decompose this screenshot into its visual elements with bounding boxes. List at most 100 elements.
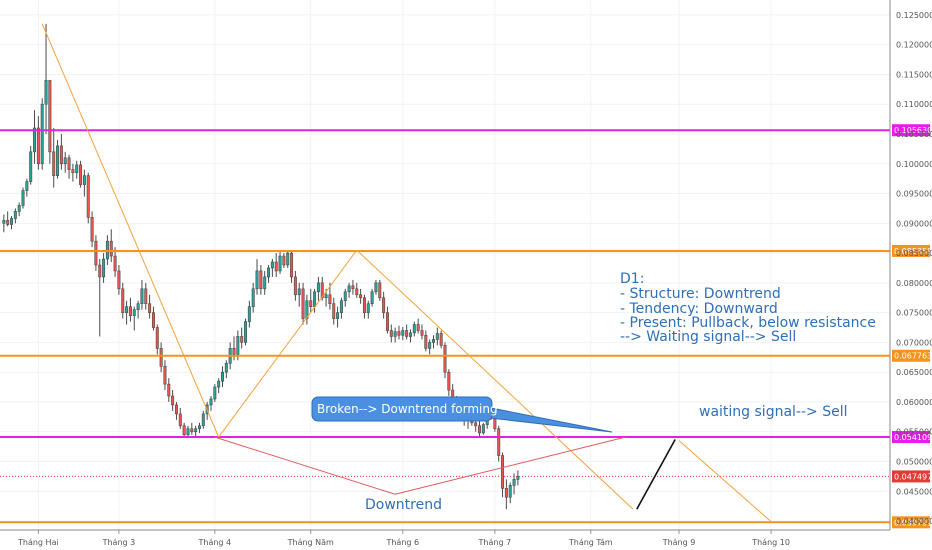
candle-up (56, 145, 60, 176)
candle-up (366, 303, 370, 313)
candle-up (370, 291, 374, 305)
candle-up (213, 386, 217, 400)
candle-down (94, 240, 98, 266)
x-tick-label: Tháng Hai (17, 538, 59, 547)
candle-up (25, 181, 29, 191)
y-tick-label: 0.050000 (896, 458, 932, 467)
black-pullback (636, 439, 676, 510)
candle-down (163, 365, 167, 385)
y-tick-label: 0.095000 (896, 190, 932, 199)
y-tick-label: 0.100000 (896, 160, 932, 169)
candle-down (478, 425, 482, 434)
level-tag-label: 0.039791 (894, 518, 932, 527)
candle-down (385, 312, 389, 331)
candle-down (405, 330, 409, 337)
candle-down (328, 294, 332, 305)
candle-down (178, 413, 182, 427)
candle-down (293, 276, 297, 296)
y-tick-label: 0.075000 (896, 309, 932, 318)
x-tick-label: Tháng 9 (662, 538, 696, 547)
downtrend-label: Downtrend (365, 497, 442, 513)
candle-up (75, 164, 79, 173)
y-tick-label: 0.055000 (896, 428, 932, 437)
level-tag (892, 431, 930, 444)
orange-diag-1 (41, 23, 220, 438)
callout-text: Broken--> Downtrend forming (317, 402, 498, 416)
candle-up (374, 282, 378, 293)
candle-down (190, 428, 194, 433)
candle-up (408, 332, 412, 337)
candle-down (128, 306, 132, 316)
candle-down (86, 175, 90, 218)
candle-up (21, 190, 25, 206)
candle-up (201, 413, 205, 427)
candle-down (290, 252, 294, 278)
candle-down (332, 303, 336, 319)
candle-down (274, 261, 278, 272)
candle-up (347, 285, 351, 293)
y-tick-label: 0.060000 (896, 398, 932, 407)
candle-down (382, 297, 386, 313)
candle-down (447, 371, 451, 391)
candle-down (416, 324, 420, 331)
candle-up (209, 398, 213, 406)
x-tick-label: Tháng 7 (478, 538, 512, 547)
candle-down (282, 255, 286, 266)
candle-down (504, 488, 508, 498)
candle-up (508, 485, 512, 498)
candle-down (397, 331, 401, 336)
candle-down (309, 300, 313, 307)
grid-layer (0, 0, 890, 530)
candle-up (82, 175, 86, 185)
candle-up (2, 220, 6, 224)
candle-up (186, 428, 190, 436)
candle-down (501, 455, 505, 489)
candle-down (232, 348, 236, 355)
candle-up (305, 300, 309, 319)
candle-up (194, 428, 198, 433)
candle-up (516, 476, 520, 480)
candle-up (247, 306, 251, 322)
candle-up (435, 333, 439, 340)
candle-down (48, 80, 52, 153)
candle-down (378, 282, 382, 299)
orange-diag-2 (218, 249, 358, 438)
y-tick-label: 0.110000 (896, 100, 932, 109)
candle-down (148, 303, 152, 313)
candle-up (316, 282, 320, 293)
candle-down (79, 164, 83, 185)
red-downtrend-left (214, 436, 396, 495)
candle-up (125, 306, 129, 313)
d1-note-line-2: - Structure: Downtrend (620, 286, 781, 302)
y-tick-label: 0.090000 (896, 219, 932, 228)
candle-up (251, 288, 255, 307)
candle-down (52, 151, 56, 176)
candle-up (29, 151, 33, 182)
candle-down (424, 334, 428, 349)
level-tag (892, 349, 930, 362)
candle-up (401, 330, 405, 336)
candle-down (71, 169, 75, 173)
red-downtrend-right (395, 436, 626, 495)
candle-down (240, 336, 244, 343)
trend-layer (41, 23, 772, 523)
candle-down (474, 422, 478, 427)
candle-up (13, 211, 17, 219)
candle-up (197, 425, 201, 430)
waiting-signal-label: waiting signal--> Sell (699, 404, 847, 420)
broken-callout: Broken--> Downtrend forming (311, 396, 613, 433)
candle-up (33, 127, 37, 153)
y-tick-label: 0.080000 (896, 279, 932, 288)
x-tick-label: Tháng 4 (198, 538, 232, 547)
level-tag-label: 0.067763 (894, 352, 932, 361)
candle-up (432, 339, 435, 343)
candle-up (102, 258, 106, 278)
y-tick-label: 0.085000 (896, 249, 932, 258)
candle-down (355, 288, 359, 296)
d1-notes: D1: - Structure: Downtrend - Tendency: D… (620, 271, 876, 345)
candle-down (59, 145, 63, 165)
candle-down (90, 217, 94, 242)
candle-up (17, 205, 21, 212)
